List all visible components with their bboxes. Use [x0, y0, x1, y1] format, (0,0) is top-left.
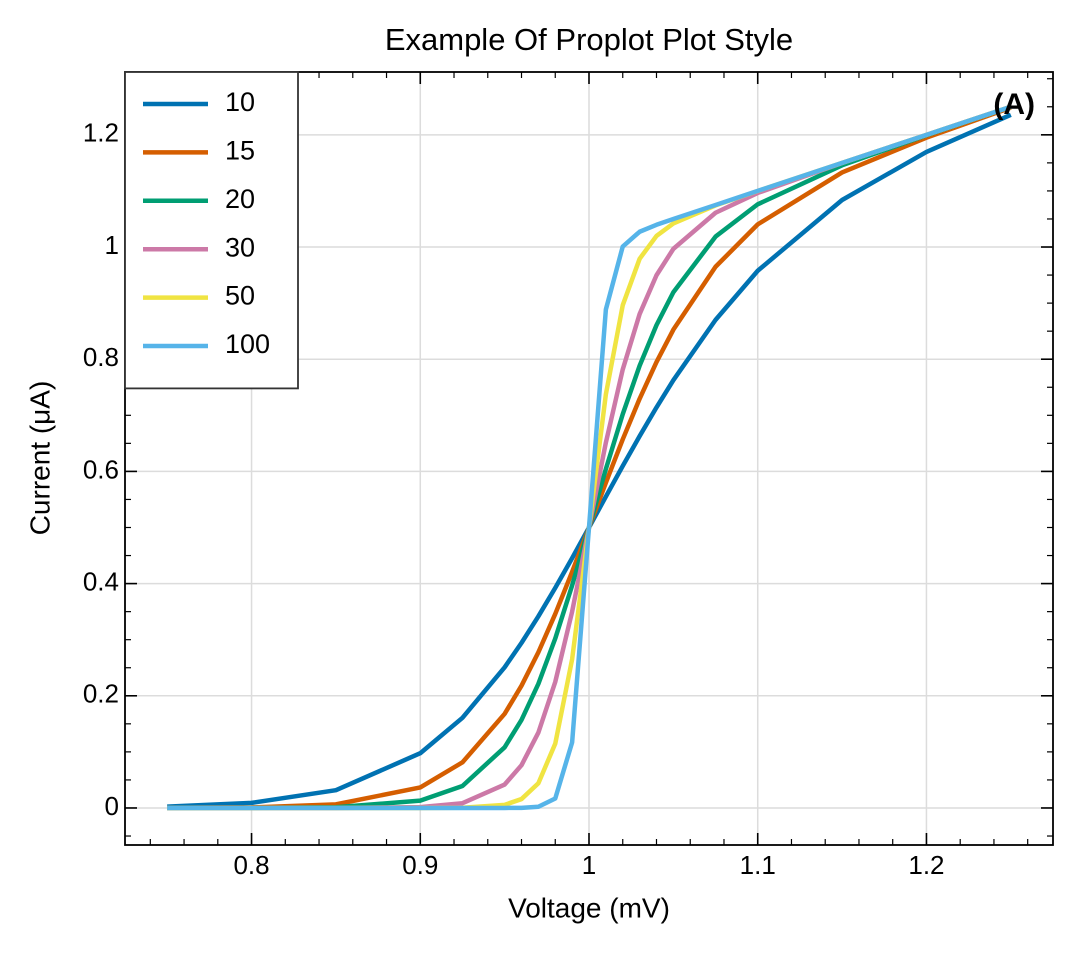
data-line	[167, 104, 1012, 811]
x-tick-label: 1.2	[908, 850, 944, 880]
panel-label: (A)	[993, 88, 1035, 121]
y-tick-label: 0.2	[83, 679, 119, 709]
legend-label: 15	[225, 136, 255, 166]
x-tick-label: 0.9	[402, 850, 438, 880]
y-tick-label: 1	[105, 230, 119, 260]
x-tick-label: 1.1	[740, 850, 776, 880]
y-tick-label: 0.6	[83, 454, 119, 484]
legend-label: 20	[225, 184, 255, 214]
x-tick-label: 1	[582, 850, 596, 880]
legend-label: 10	[225, 87, 255, 117]
chart-title: Example Of Proplot Plot Style	[385, 22, 793, 57]
y-tick-label: 0	[105, 791, 119, 821]
y-axis-label: Current (μA)	[24, 381, 55, 536]
y-tick-label: 0.8	[83, 342, 119, 372]
legend-box	[124, 71, 299, 390]
x-axis-label: Voltage (mV)	[508, 892, 670, 923]
legend-label: 30	[225, 232, 255, 262]
y-tick-label: 0.4	[83, 566, 119, 596]
legend-label: 50	[225, 281, 255, 311]
y-tick-label: 1.2	[83, 118, 119, 148]
legend-label: 100	[225, 329, 270, 359]
x-tick-label: 0.8	[233, 850, 269, 880]
